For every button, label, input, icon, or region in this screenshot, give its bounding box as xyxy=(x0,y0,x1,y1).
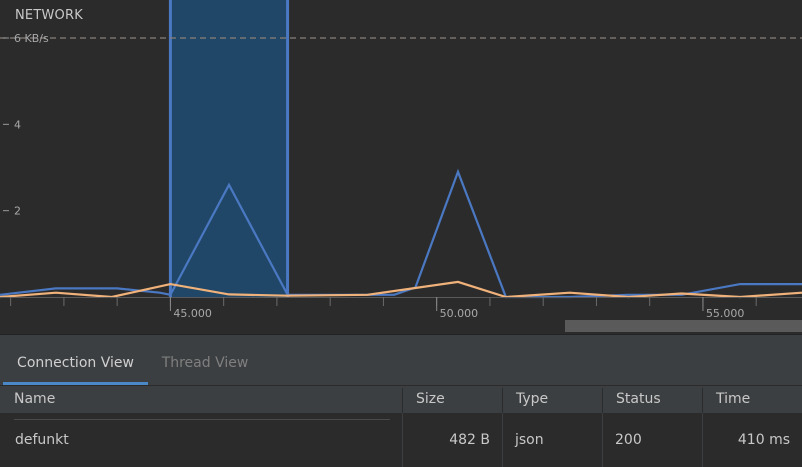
view-tabs: Connection View Thread View xyxy=(0,342,802,385)
table-row[interactable]: defunkt 482 B json 200 410 ms xyxy=(0,413,802,467)
column-header-name[interactable]: Name xyxy=(14,391,56,407)
x-tick-label: 50.000 xyxy=(440,307,479,320)
column-divider[interactable] xyxy=(702,388,703,413)
column-header-size[interactable]: Size xyxy=(416,391,445,407)
column-divider[interactable] xyxy=(402,388,403,413)
cell-divider xyxy=(402,413,403,467)
cell-divider xyxy=(602,413,603,467)
row-name-divider xyxy=(14,419,390,420)
cell-divider xyxy=(702,413,703,467)
timeline-scrollbar-thumb[interactable] xyxy=(565,320,802,332)
panel-divider[interactable] xyxy=(0,334,802,343)
selection-range xyxy=(170,0,288,297)
series-line-1 xyxy=(0,280,802,299)
cell-name: defunkt xyxy=(15,432,69,448)
tab-thread-view[interactable]: Thread View xyxy=(161,355,249,371)
network-title: NETWORK xyxy=(15,8,83,23)
y-tick-label: 2 xyxy=(14,205,21,218)
tab-connection-view[interactable]: Connection View xyxy=(3,342,148,385)
table-header: Name Size Type Status Time xyxy=(0,385,802,413)
column-divider[interactable] xyxy=(502,388,503,413)
column-header-status[interactable]: Status xyxy=(616,391,661,407)
cell-type: json xyxy=(515,432,544,448)
cell-time: 410 ms xyxy=(737,432,790,448)
network-chart[interactable]: 2 4 6 KB/s 45.000 50.000 55.000 xyxy=(0,0,802,334)
column-header-time[interactable]: Time xyxy=(716,391,751,407)
y-tick-label: 4 xyxy=(14,118,21,131)
cell-status: 200 xyxy=(615,432,642,448)
column-header-type[interactable]: Type xyxy=(516,391,549,407)
series-line-0 xyxy=(0,168,802,299)
cell-size: 482 B xyxy=(449,432,490,448)
network-chart-panel[interactable]: 2 4 6 KB/s 45.000 50.000 55.000 NETWORK xyxy=(0,0,802,334)
x-tick-label: 45.000 xyxy=(173,307,212,320)
y-tick-label: 6 KB/s xyxy=(14,32,49,45)
column-divider[interactable] xyxy=(602,388,603,413)
x-tick-label: 55.000 xyxy=(706,307,745,320)
cell-divider xyxy=(502,413,503,467)
